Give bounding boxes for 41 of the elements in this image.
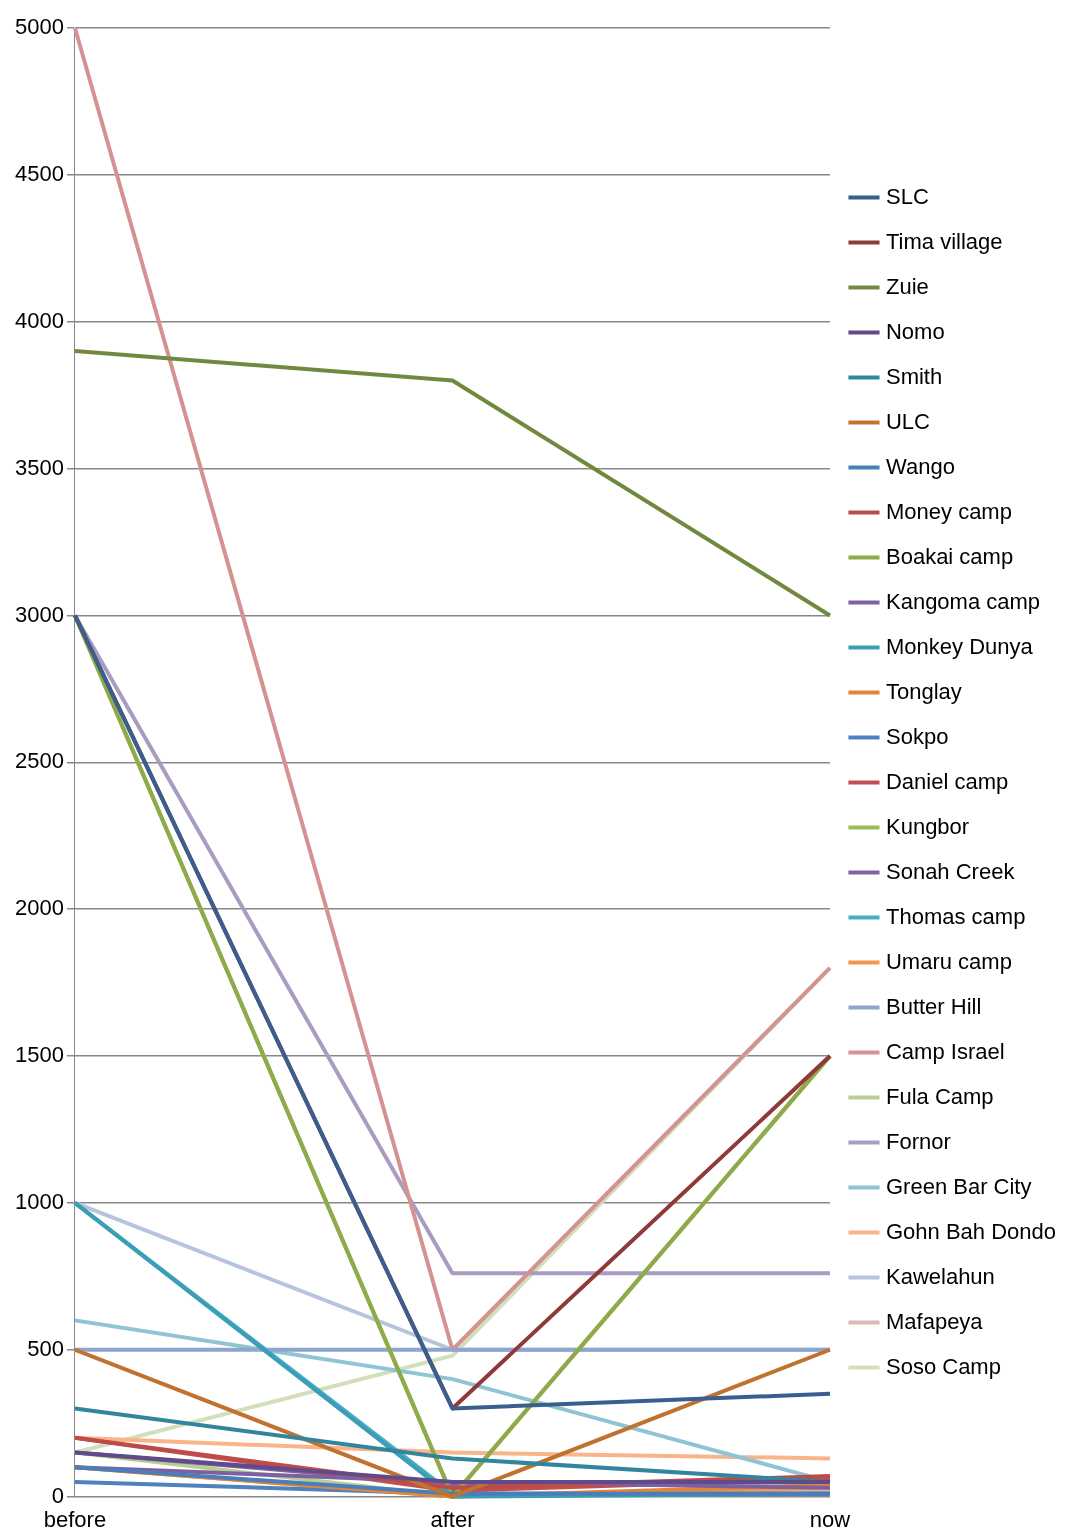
legend-label: Zuie xyxy=(885,273,929,299)
y-tick-label: 0 xyxy=(51,1482,64,1508)
legend-label: Tima village xyxy=(885,228,1003,254)
y-tick-label: 2500 xyxy=(14,748,64,774)
legend-label: Wango xyxy=(885,453,955,479)
legend-label: Kungbor xyxy=(885,813,970,839)
x-tick-label: now xyxy=(809,1506,851,1532)
legend-label: Green Bar City xyxy=(885,1173,1032,1199)
legend-label: Thomas camp xyxy=(885,903,1026,929)
y-tick-label: 3000 xyxy=(14,601,64,627)
y-tick-label: 5000 xyxy=(14,14,64,40)
legend-label: Kangoma camp xyxy=(885,588,1041,614)
y-tick-label: 4500 xyxy=(14,160,64,186)
legend-label: Smith xyxy=(885,363,943,389)
y-tick-label: 2000 xyxy=(14,895,64,921)
legend-label: Sonah Creek xyxy=(885,858,1016,884)
y-tick-label: 1500 xyxy=(14,1042,64,1068)
legend-label: Butter Hill xyxy=(885,993,982,1019)
legend-label: Fula Camp xyxy=(885,1083,994,1109)
legend-label: Umaru camp xyxy=(885,948,1012,974)
y-tick-label: 500 xyxy=(27,1335,64,1361)
legend-label: Money camp xyxy=(885,498,1012,524)
legend-label: Kawelahun xyxy=(885,1263,995,1289)
legend-label: Camp Israel xyxy=(885,1038,1005,1064)
legend-label: Nomo xyxy=(885,318,945,344)
legend-label: ULC xyxy=(885,408,931,434)
legend-label: Sokpo xyxy=(885,723,949,749)
x-tick-label: before xyxy=(43,1506,107,1532)
legend-label: Mafapeya xyxy=(885,1308,984,1334)
legend-label: Soso Camp xyxy=(885,1353,1001,1379)
y-tick-label: 1000 xyxy=(14,1188,64,1214)
legend-label: Fornor xyxy=(885,1128,951,1154)
legend-label: Daniel camp xyxy=(885,768,1009,794)
legend-label: Monkey Dunya xyxy=(885,633,1034,659)
legend-label: Boakai camp xyxy=(885,543,1014,569)
x-tick-label: after xyxy=(430,1506,475,1532)
legend-label: SLC xyxy=(885,183,929,209)
legend-label: Tonglay xyxy=(885,678,962,704)
y-tick-label: 4000 xyxy=(14,307,64,333)
legend-label: Gohn Bah Dondo xyxy=(885,1218,1057,1244)
y-tick-label: 3500 xyxy=(14,454,64,480)
